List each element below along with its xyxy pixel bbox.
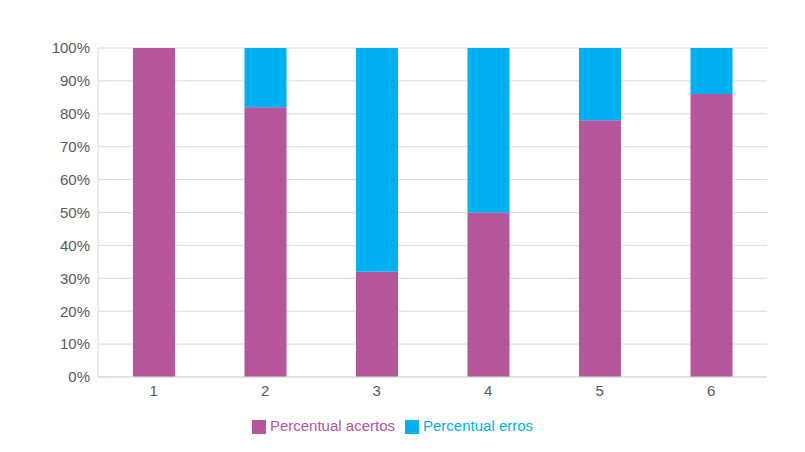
svg-text:10%: 10% [60,335,90,352]
svg-text:40%: 40% [60,237,90,254]
svg-text:100%: 100% [52,39,90,56]
svg-text:30%: 30% [60,270,90,287]
svg-text:0%: 0% [68,368,90,385]
svg-text:5: 5 [596,382,604,399]
html-text:Percentual acertos: Percentual acertos [269,417,395,434]
svg-text:20%: 20% [60,303,90,320]
svg-text:50%: 50% [60,204,90,221]
svg-text:3: 3 [373,382,381,399]
svg-text:6: 6 [707,382,715,399]
svg-text:4: 4 [484,382,492,399]
svg-text:80%: 80% [60,105,90,122]
svg-text:2: 2 [261,382,269,399]
svg-text:90%: 90% [60,72,90,89]
svg-text:60%: 60% [60,171,90,188]
svg-text:70%: 70% [60,138,90,155]
html-text:Percentual erros: Percentual erros [423,417,534,434]
svg-text:1: 1 [150,382,158,399]
